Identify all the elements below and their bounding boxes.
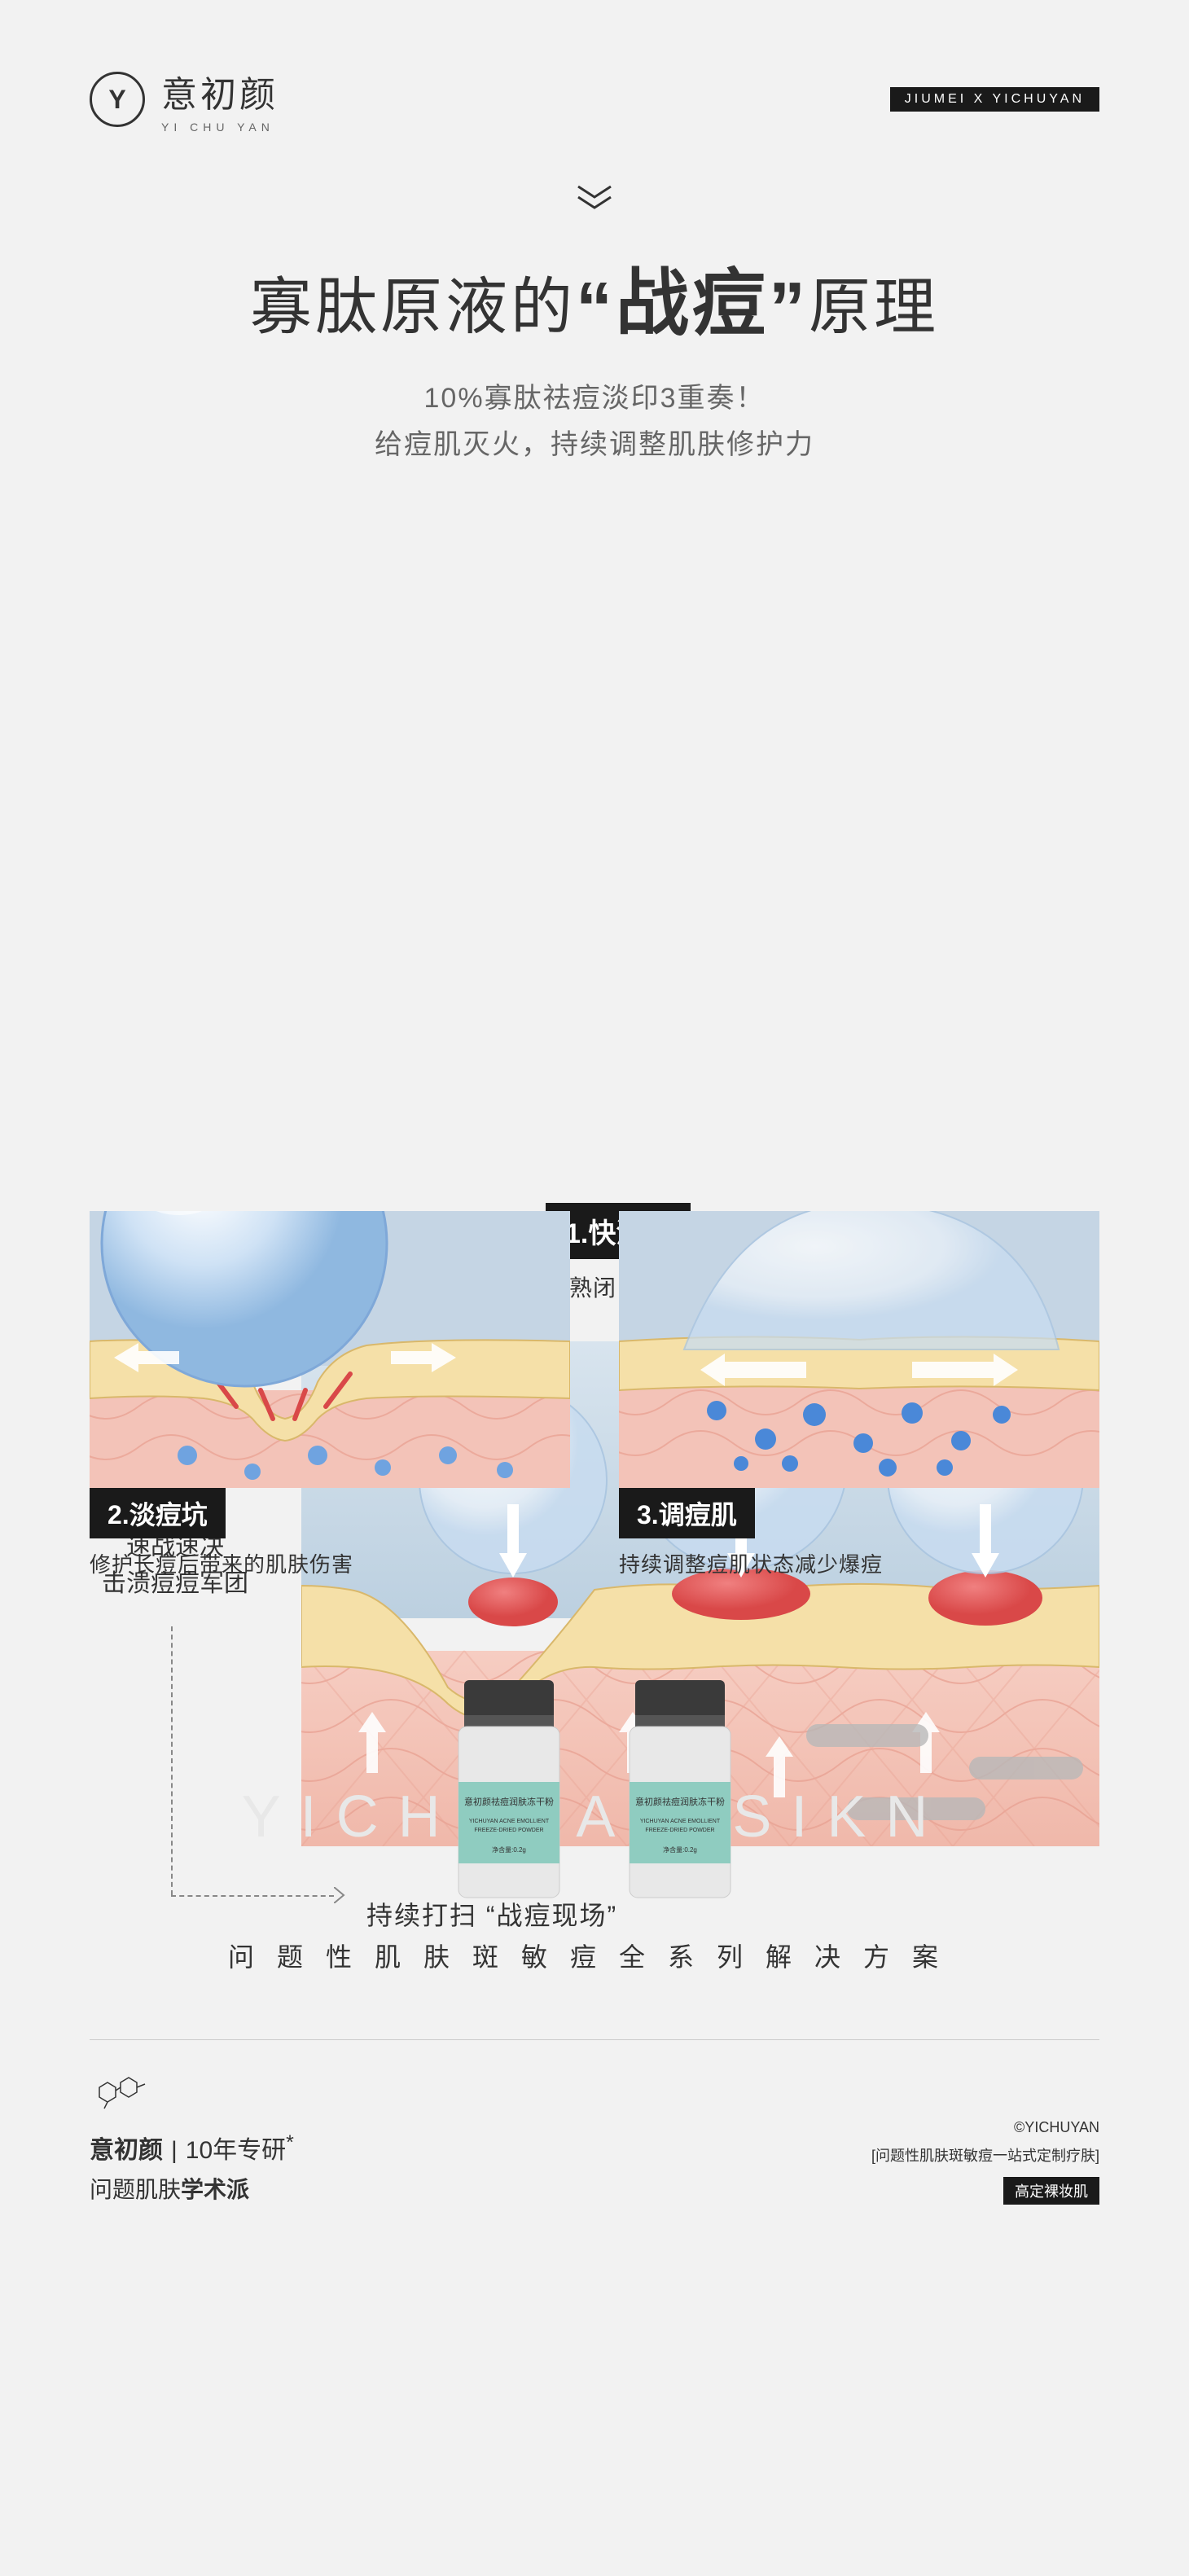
footer-years: 10年专研 [186,2137,286,2164]
step3-label: 3.调痘肌 持续调整痘肌状态减少爆痘 [619,1488,1099,1578]
quote-open: “ [576,268,616,349]
title-block: 寡肽原液的“战痘”原理 10%寡肽祛痘淡印3重奏！ 给痘肌灭火，持续调整肌肤修护… [90,244,1099,462]
logo-letter: Y [108,85,125,115]
footer-sub-strong: 学术派 [181,2177,249,2202]
svg-text:净含量:0.2g: 净含量:0.2g [663,1845,697,1854]
step3-tag: 3.调痘肌 [619,1488,755,1538]
footer: 意初颜|10年专研* 问题肌肤学术派 ©YICHUYAN [问题性肌肤斑敏痘一站… [90,2039,1099,2205]
step3-caption: 持续调整痘肌状态减少爆痘 [619,1548,1099,1578]
footer-brand: 意初颜|10年专研* [90,2130,294,2166]
svg-text:意初颜祛痘润肤冻干粉: 意初颜祛痘润肤冻干粉 [464,1796,554,1807]
footer-sup: * [286,2131,294,2154]
footer-sub: 问题肌肤学术派 [90,2172,294,2205]
footer-sub-pre: 问题肌肤 [90,2177,181,2202]
diagram-area: 速战速决 击溃痘痘军团 1.快消痘 催熟闭口，速平熟痘！ [90,1211,1099,1578]
product-bottle: 意初颜祛痘润肤冻干粉 YICHUYAN ACNE EMOLLIENT FREEZ… [607,1676,753,1904]
quote-close: ” [769,268,809,349]
footer-right: ©YICHUYAN [问题性肌肤斑敏痘一站式定制疗肤] 高定裸妆肌 [871,2119,1099,2205]
solution-tagline: 问题性肌肤斑敏痘全系列解决方案 [90,1937,1099,1974]
header: Y 意初颜 YI CHU YAN JIUMEI X YICHUYAN [90,65,1099,134]
svg-text:YICHUYAN ACNE EMOLLIENT: YICHUYAN ACNE EMOLLIENT [469,1819,550,1824]
title-pre: 寡肽原液的 [250,273,576,342]
watermark: YICHUYAN SIKN [242,1784,948,1850]
panel-step2: 2.淡痘坑 修护长痘后带来的肌肤伤害 [90,1211,570,1578]
panel-step3: 3.调痘肌 持续调整痘肌状态减少爆痘 [619,1211,1099,1578]
svg-text:FREEZE-DRIED POWDER: FREEZE-DRIED POWDER [474,1828,543,1833]
svg-text:FREEZE-DRIED POWDER: FREEZE-DRIED POWDER [645,1828,714,1833]
product-row: YICHUYAN SIKN 意初颜祛痘润肤冻干粉 YICHUYAN ACNE E… [90,1676,1099,1904]
footer-copyright: ©YICHUYAN [871,2119,1099,2136]
svg-text:YICHUYAN ACNE EMOLLIENT: YICHUYAN ACNE EMOLLIENT [640,1819,721,1824]
bottom-panels: 2.淡痘坑 修护长痘后带来的肌肤伤害 [90,1211,1099,1578]
svg-text:净含量:0.2g: 净含量:0.2g [492,1845,526,1854]
title-post: 原理 [809,273,939,342]
brand-name-en: YI CHU YAN [161,121,279,134]
molecule-icon [90,2073,294,2113]
footer-left: 意初颜|10年专研* 问题肌肤学术派 [90,2073,294,2205]
logo-circle-icon: Y [90,72,145,127]
footer-bracket: [问题性肌肤斑敏痘一站式定制疗肤] [871,2144,1099,2166]
brand-logo: Y 意初颜 YI CHU YAN [90,65,279,134]
skin-diagram-step2 [90,1211,570,1488]
subtitle-1: 10%寡肽祛痘淡印3重奏！ [90,375,1099,415]
brand-name-cn: 意初颜 [161,65,279,117]
partner-badge: JIUMEI X YICHUYAN [890,87,1099,112]
chevron-down-icon [90,182,1099,219]
svg-text:意初颜祛痘润肤冻干粉: 意初颜祛痘润肤冻干粉 [635,1796,725,1807]
step2-label: 2.淡痘坑 修护长痘后带来的肌肤伤害 [90,1488,570,1578]
subtitle-2: 给痘肌灭火，持续调整肌肤修护力 [90,422,1099,462]
page-title: 寡肽原液的“战痘”原理 [90,244,1099,351]
footer-brand-name: 意初颜 [90,2137,163,2164]
product-bottle: 意初颜祛痘润肤冻干粉 YICHUYAN ACNE EMOLLIENT FREEZ… [436,1676,582,1904]
title-highlight: 战痘 [616,263,769,344]
step2-tag: 2.淡痘坑 [90,1488,226,1538]
footer-badge: 高定裸妆肌 [1003,2177,1099,2205]
step2-caption: 修护长痘后带来的肌肤伤害 [90,1548,570,1578]
skin-diagram-step3 [619,1211,1099,1488]
